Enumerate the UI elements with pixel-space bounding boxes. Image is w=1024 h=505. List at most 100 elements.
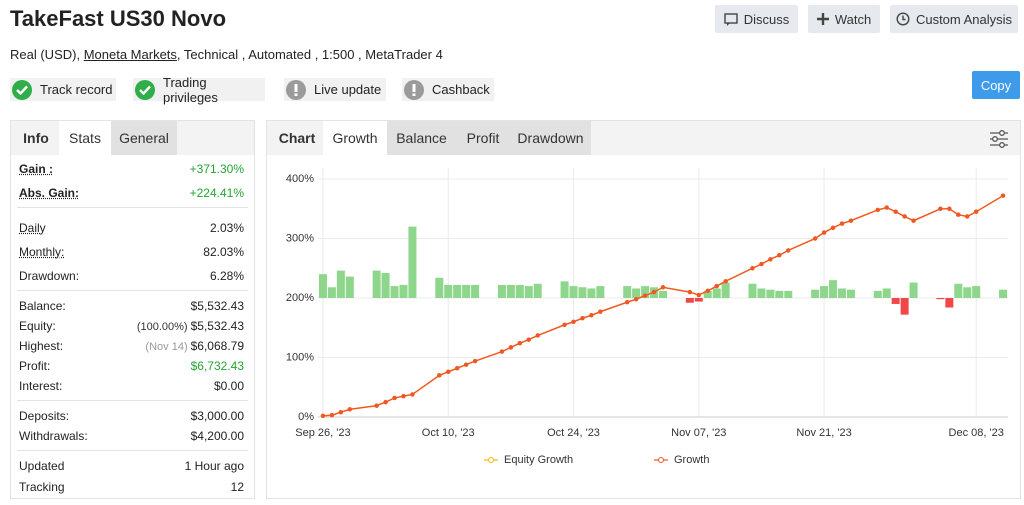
bar xyxy=(524,286,533,298)
bar xyxy=(659,290,667,298)
point xyxy=(911,218,916,223)
tab[interactable]: Info xyxy=(23,130,49,146)
point xyxy=(965,214,970,219)
point xyxy=(589,313,594,318)
tab[interactable]: Profit xyxy=(456,121,510,155)
bar xyxy=(999,289,1008,298)
stat-label: Profit: xyxy=(19,359,51,373)
stat-value: (Nov 14) $6,068.79 xyxy=(145,338,244,355)
stat-number: +224.41% xyxy=(189,186,244,200)
stat-label: Gain : xyxy=(19,162,54,176)
bar xyxy=(775,290,784,298)
point xyxy=(947,206,952,211)
stat-label: Highest: xyxy=(19,339,64,353)
point xyxy=(902,214,907,219)
tab[interactable]: Drawdown xyxy=(510,121,591,155)
stat-value: +371.30% xyxy=(190,161,244,177)
bar xyxy=(882,288,891,298)
settings-icon[interactable] xyxy=(988,129,1010,149)
bar xyxy=(963,287,972,298)
tab[interactable]: General xyxy=(111,121,177,155)
tab[interactable]: Growth xyxy=(323,121,387,155)
bar xyxy=(569,286,578,298)
point xyxy=(472,358,478,364)
copy-button[interactable]: Copy xyxy=(972,71,1020,99)
point xyxy=(437,373,442,378)
point xyxy=(777,252,782,258)
point xyxy=(768,257,773,262)
stat-number: 2.03% xyxy=(209,221,244,235)
bar xyxy=(336,270,345,298)
point xyxy=(526,337,531,342)
bar xyxy=(318,274,327,298)
point xyxy=(625,299,630,305)
bar xyxy=(578,287,587,298)
icon xyxy=(724,12,738,26)
bar xyxy=(954,283,963,298)
stat-value: $5,532.43 xyxy=(191,298,244,314)
separator xyxy=(17,290,248,291)
badge-label: Track record xyxy=(40,82,113,97)
separator xyxy=(17,450,248,451)
stat-label: Interest: xyxy=(19,379,63,393)
stat-label: Deposits: xyxy=(19,409,70,423)
bar xyxy=(909,282,918,298)
stat-label: Tracking xyxy=(19,480,65,494)
tab[interactable]: Chart xyxy=(278,130,316,146)
point xyxy=(839,221,845,226)
bar xyxy=(891,298,900,304)
separator xyxy=(17,400,248,401)
legend-marker xyxy=(658,457,664,463)
bar xyxy=(408,226,417,298)
bar xyxy=(873,290,882,298)
point xyxy=(383,399,388,405)
stat-value: $6,732.43 xyxy=(191,358,244,374)
bar xyxy=(820,286,829,298)
point xyxy=(571,319,576,324)
stat-label: Drawdown: xyxy=(19,269,80,283)
tab-bar: Chart Growth Balance Profit Drawdown xyxy=(267,121,1020,155)
point xyxy=(660,285,666,290)
tab-bar: Info Stats General xyxy=(11,121,254,155)
watch-button[interactable]: Watch xyxy=(808,5,880,33)
point xyxy=(463,362,469,367)
bar xyxy=(784,290,793,298)
bar xyxy=(345,276,354,298)
point xyxy=(329,413,335,418)
bar xyxy=(515,284,524,298)
stat-number: $6,068.79 xyxy=(190,339,244,353)
tab[interactable]: Balance xyxy=(387,121,456,155)
stat-number: 1 Hour ago xyxy=(184,459,244,473)
stat-number: $6,732.43 xyxy=(190,359,244,373)
discuss-button[interactable]: Discuss xyxy=(715,5,798,33)
point xyxy=(848,218,854,223)
point xyxy=(1000,193,1006,198)
bar xyxy=(712,288,721,298)
custom-analysis-button[interactable]: Custom Analysis xyxy=(890,5,1018,33)
bar xyxy=(703,290,712,298)
check xyxy=(139,85,151,95)
stat-number: $4,200.00 xyxy=(190,429,244,443)
exclamation xyxy=(412,83,416,96)
x-tick-label: Oct 10, '23 xyxy=(422,427,475,439)
bar xyxy=(972,286,981,298)
y-tick-label: 100% xyxy=(286,351,314,363)
point xyxy=(875,207,880,213)
broker-link[interactable]: Moneta Markets xyxy=(83,47,177,62)
bar xyxy=(327,287,336,298)
point xyxy=(786,248,791,253)
stat-number: $5,532.43 xyxy=(190,299,244,313)
button-label: Custom Analysis xyxy=(915,11,1013,27)
x-tick-label: Oct 24, '23 xyxy=(547,427,600,439)
tab[interactable]: Stats xyxy=(59,121,111,155)
bar xyxy=(453,284,462,298)
stat-number: +371.30% xyxy=(189,162,244,176)
bar xyxy=(390,286,399,298)
point xyxy=(517,341,523,346)
y-tick-label: 0% xyxy=(298,411,314,423)
stat-note: (Nov 14) xyxy=(145,341,188,353)
badge: Live update xyxy=(284,78,386,101)
bar xyxy=(757,288,766,298)
